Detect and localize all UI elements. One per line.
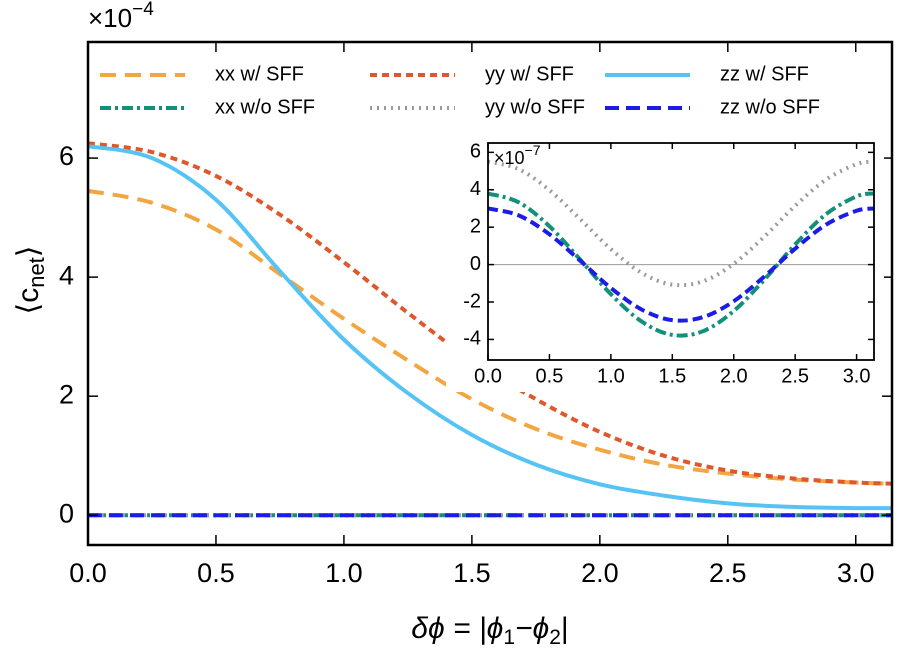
frame	[86, 40, 894, 547]
legend-label: xx w/ SFF	[215, 63, 304, 85]
inset-background	[446, 135, 884, 392]
x-tick-label: 0.0	[474, 365, 502, 387]
inset-panel: 0.0 0.5 1.0 1.5 2.0 2.5 3.0 -4 -2 0 2 4 6 ×10−7	[446, 135, 884, 392]
series-line	[88, 144, 892, 511]
x-tick-label: 2.0	[581, 558, 619, 588]
y-tick-label: 0	[59, 498, 74, 528]
legend-label: yy w/o SFF	[485, 96, 585, 118]
x-tick-label: 1.0	[597, 365, 625, 387]
legend-label: zz w/o SFF	[720, 96, 820, 118]
x-label-sub: 1	[503, 626, 515, 649]
y-multiplier: ×10−7	[494, 142, 541, 168]
y-label-part: ⟨c	[12, 288, 45, 315]
legend-label: xx w/o SFF	[215, 96, 315, 118]
x-tick-label: 2.0	[720, 365, 748, 387]
x-axis-label: δϕ = |ϕ1−ϕ2|	[411, 612, 568, 649]
y-tick-label: 2	[59, 379, 74, 409]
y-tick-label: 6	[470, 141, 481, 163]
multiplier-exponent: −7	[525, 142, 541, 158]
y-tick-label: 4	[470, 178, 481, 200]
x-tick-label: 3.0	[843, 365, 871, 387]
y-label-sub: net	[24, 257, 49, 288]
y-tick-label: 2	[470, 215, 481, 237]
main-panel: 0.0 0.5 1.0 1.5 2.0 2.5 3.0 0 2 4 6 xx w/ SFF yy w/ …	[59, 40, 894, 588]
x-tick-label: 1.5	[453, 558, 491, 588]
x-label-part: δϕ = |ϕ	[411, 612, 503, 645]
x-label-part: |	[561, 612, 569, 645]
x-tick-label: 2.5	[709, 558, 747, 588]
y-multiplier: ×10−4	[88, 0, 154, 33]
y-tick-label: 4	[59, 260, 74, 290]
multiplier-base: ×10	[88, 3, 132, 33]
y-tick-label: -4	[463, 328, 481, 350]
x-tick-label: 0.5	[536, 365, 564, 387]
x-tick-label: 0.5	[197, 558, 235, 588]
legend-label: yy w/ SFF	[485, 63, 574, 85]
plot-area	[488, 159, 874, 338]
y-tick-label: 6	[59, 141, 74, 171]
frame	[487, 142, 875, 361]
x-tick-label: 1.0	[325, 558, 363, 588]
x-tick-label: 1.5	[658, 365, 686, 387]
x-label-sub: 2	[549, 626, 561, 649]
x-label-part: −ϕ	[515, 612, 549, 645]
multiplier-exponent: −4	[132, 0, 154, 20]
y-tick-label: 0	[470, 253, 481, 275]
y-axis-label: ⟨cnet⟩	[12, 245, 49, 314]
series-line	[488, 191, 874, 338]
x-tick-label: 0.0	[69, 558, 107, 588]
legend-label: zz w/ SFF	[720, 63, 809, 85]
y-tick-label: -2	[463, 290, 481, 312]
y-label-part: ⟩	[12, 245, 45, 257]
multiplier-base: ×10	[494, 148, 525, 168]
series-line	[488, 206, 874, 323]
x-tick-label: 2.5	[781, 365, 809, 387]
plot-area	[88, 141, 892, 518]
series-line	[488, 159, 874, 288]
x-tick-label: 3.0	[837, 558, 875, 588]
series-line	[88, 141, 892, 486]
